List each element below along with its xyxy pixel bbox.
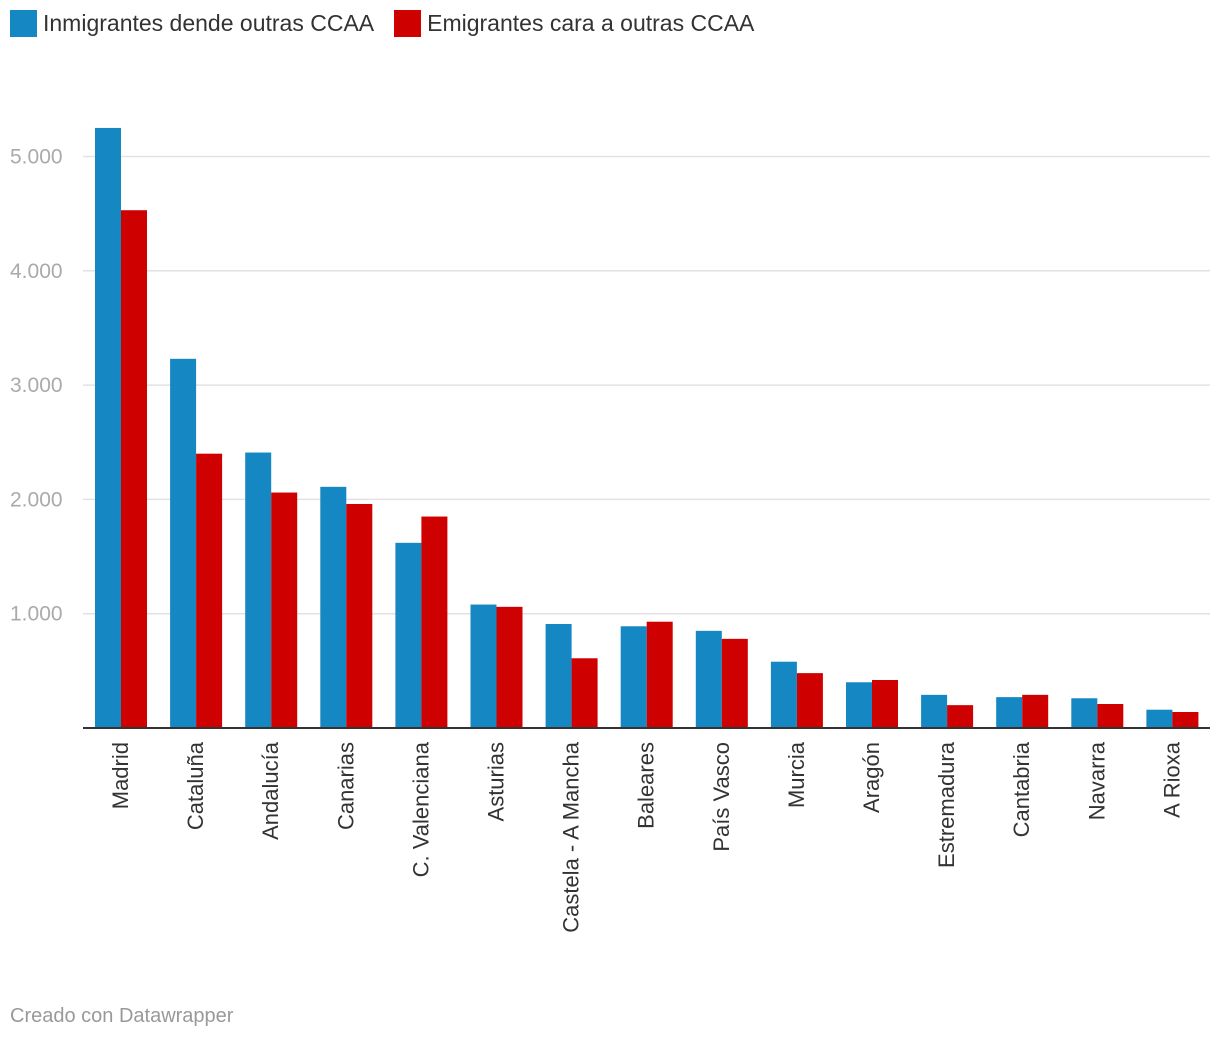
x-tick-label: Estremadura [934, 741, 959, 868]
bar-emigrants-6 [496, 606, 523, 728]
legend-swatch-emigrants [394, 10, 422, 37]
x-tick-label: Murcia [784, 741, 809, 808]
bar-emigrants-4 [346, 503, 373, 728]
x-tick-label: C. Valenciana [408, 741, 433, 877]
bar-emigrants-1 [121, 210, 147, 728]
y-tick-label: 1.000 [10, 603, 63, 626]
bar-immigrants-5 [395, 542, 422, 728]
legend-label-immigrants: Inmigrantes dende outras CCAA [43, 10, 375, 36]
bar-emigrants-12 [947, 705, 974, 728]
y-tick-label: 2.000 [10, 488, 63, 511]
x-tick-label: Asturias [484, 742, 509, 821]
bar-emigrants-9 [721, 638, 748, 728]
bar-immigrants-7 [545, 623, 572, 728]
x-tick-label: Castela - A Mancha [559, 741, 584, 933]
y-tick-label: 4.000 [10, 260, 63, 283]
x-tick-label: País Vasco [709, 742, 734, 852]
x-tick-label: A Rioxa [1159, 741, 1184, 818]
bar-emigrants-14 [1097, 703, 1124, 728]
x-tick-label: Navarra [1084, 741, 1109, 820]
y-tick-label: 3.000 [10, 374, 63, 397]
legend-swatch-immigrants [10, 10, 37, 37]
bar-immigrants-8 [620, 626, 647, 728]
x-tick-label: Cantabria [1009, 741, 1034, 837]
bar-immigrants-2 [170, 358, 197, 728]
bar-immigrants-13 [996, 697, 1023, 728]
bar-immigrants-11 [846, 682, 872, 728]
bar-immigrants-10 [770, 661, 797, 728]
y-tick-label: 5.000 [10, 146, 63, 169]
bar-emigrants-7 [571, 658, 598, 728]
legend-label-emigrants: Emigrantes cara a outras CCAA [427, 10, 755, 36]
bar-chart: 1.000 2.000 3.000 4.000 5.000 Madrid Cataluña A… [10, 127, 1210, 933]
bar-emigrants-2 [196, 453, 223, 728]
bar-immigrants-15 [1146, 709, 1173, 728]
bar-immigrants-12 [921, 694, 948, 728]
bar-immigrants-9 [695, 630, 722, 728]
bar-emigrants-8 [646, 621, 673, 728]
bar-emigrants-10 [796, 673, 823, 728]
x-tick-label: Aragón [859, 742, 884, 813]
legend: Inmigrantes dende outras CCAA Emigrantes… [10, 10, 774, 37]
bar-immigrants-1 [95, 127, 121, 729]
bar-emigrants-13 [1022, 694, 1049, 728]
legend-item-immigrants: Inmigrantes dende outras CCAA [10, 10, 374, 37]
x-tick-label: Baleares [634, 742, 659, 829]
bar-emigrants-5 [421, 516, 448, 728]
bar-immigrants-6 [470, 604, 497, 728]
legend-item-emigrants: Emigrantes cara a outras CCAA [394, 10, 754, 37]
bar-immigrants-4 [320, 486, 347, 728]
bar-emigrants-15 [1172, 711, 1199, 728]
x-tick-label: Madrid [108, 742, 133, 809]
bar-emigrants-11 [872, 679, 898, 728]
footer-credit[interactable]: Creado con Datawrapper [10, 1005, 234, 1027]
bar-emigrants-3 [271, 492, 298, 728]
x-tick-label: Canarias [333, 742, 358, 830]
x-tick-label: Andalucía [258, 741, 283, 840]
bar-immigrants-3 [245, 452, 272, 728]
bar-immigrants-14 [1071, 698, 1098, 728]
x-tick-label: Cataluña [183, 741, 208, 830]
